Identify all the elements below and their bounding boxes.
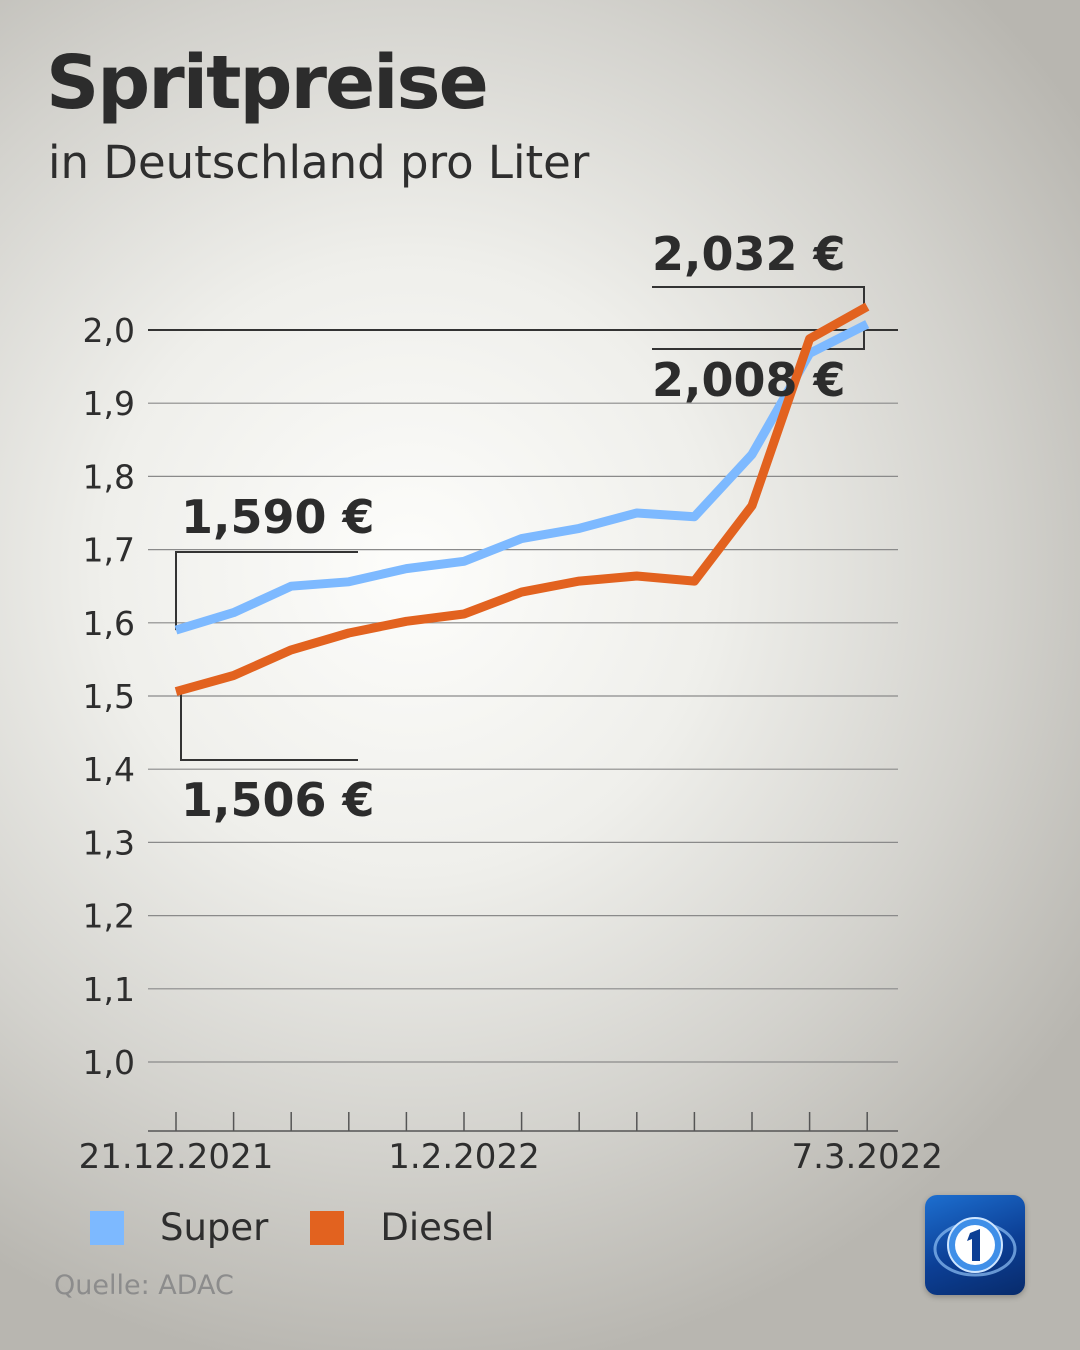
legend-item-diesel: Diesel xyxy=(310,1206,494,1249)
diesel-swatch xyxy=(310,1210,345,1245)
legend-label-diesel: Diesel xyxy=(380,1206,495,1249)
y-tick-label: 1,2 xyxy=(83,897,135,936)
y-tick-label: 1,8 xyxy=(83,457,135,496)
series-line-diesel xyxy=(174,302,870,696)
y-tick-label: 1,3 xyxy=(83,823,135,862)
chart-subtitle: in Deutschland pro Liter xyxy=(48,136,590,189)
y-tick-label: 1,0 xyxy=(83,1043,135,1082)
x-tick-label: 21.12.2021 xyxy=(79,1137,274,1177)
x-tick-label: 1.2.2022 xyxy=(388,1137,539,1177)
tagesschau-logo-icon[interactable] xyxy=(925,1195,1025,1295)
series-line-super xyxy=(174,320,870,635)
y-tick-label: 1,5 xyxy=(83,677,135,716)
legend: Super Diesel xyxy=(90,1206,536,1249)
legend-item-super: Super xyxy=(90,1206,268,1249)
chart-title: Spritpreise xyxy=(46,40,489,126)
annotation-bracket-super-start xyxy=(175,551,358,631)
x-tick-label: 7.3.2022 xyxy=(791,1137,942,1177)
annotation-bracket-diesel-start xyxy=(180,691,358,761)
y-tick-label: 2,0 xyxy=(83,311,135,350)
y-tick-label: 1,4 xyxy=(83,750,135,789)
annotation-diesel-start: 1,506 € xyxy=(181,773,375,827)
y-tick-label: 1,9 xyxy=(83,384,135,423)
source-note: Quelle: ADAC xyxy=(54,1270,234,1301)
annotation-bracket-diesel-end xyxy=(652,286,865,307)
legend-label-super: Super xyxy=(160,1206,269,1249)
annotation-bracket-super-end xyxy=(652,324,865,350)
line-chart: 2,0 1,9 1,8 1,7 1,6 1,5 1,4 1,3 1,2 1,1 1,0 21.12.… xyxy=(79,227,943,1177)
annotation-super-start: 1,590 € xyxy=(181,490,375,544)
y-tick-label: 1,1 xyxy=(83,970,135,1009)
annotation-super-end: 2,008 € xyxy=(652,353,846,407)
y-tick-label: 1,6 xyxy=(83,604,135,643)
annotation-diesel-end: 2,032 € xyxy=(652,227,846,281)
super-swatch xyxy=(90,1210,124,1245)
y-tick-label: 1,7 xyxy=(83,531,135,570)
